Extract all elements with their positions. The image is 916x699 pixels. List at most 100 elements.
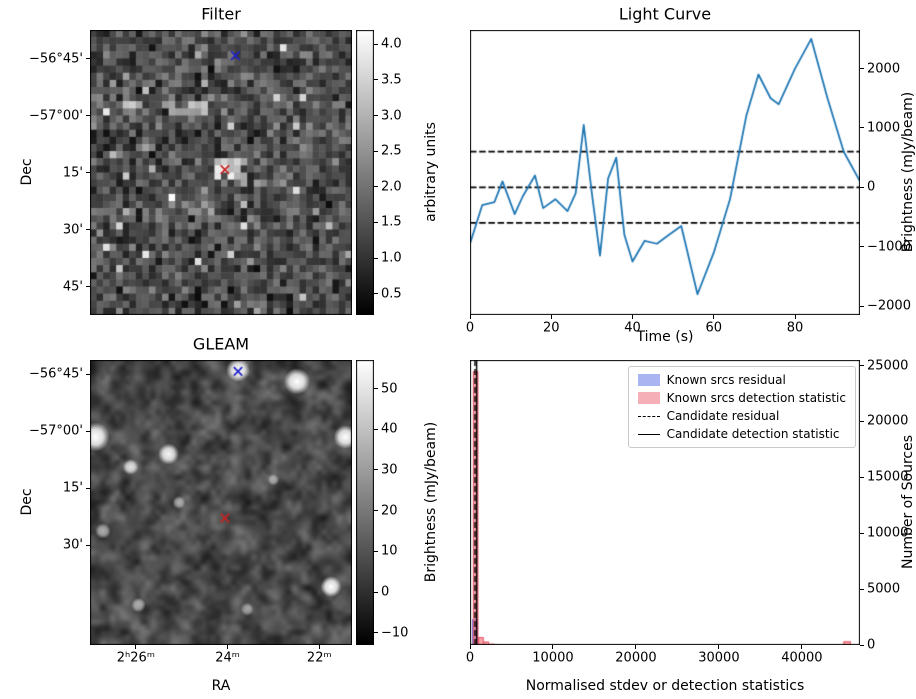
tick-label: 10000 (532, 650, 574, 666)
legend-item: Known srcs residual (637, 373, 846, 387)
tick-mark (86, 373, 90, 375)
tick-mark (374, 257, 378, 259)
gleam-heatmap (90, 360, 352, 645)
tick-mark (635, 645, 637, 649)
tick-mark (374, 293, 378, 295)
tick-mark (374, 591, 378, 593)
tick-mark (374, 150, 378, 152)
tick-label: 10000 (867, 525, 909, 541)
tick-label: 0 (465, 320, 475, 336)
tick-label: −10 (381, 625, 409, 641)
tick-mark (860, 365, 864, 367)
tick-label: 20 (381, 503, 398, 519)
tick-mark (860, 186, 864, 188)
tick-mark (86, 487, 90, 489)
tick-label: −2000 (867, 298, 911, 314)
tick-label: 20 (542, 320, 560, 336)
tick-mark (552, 645, 554, 649)
tick-mark (374, 221, 378, 223)
legend-patch-swatch (637, 374, 660, 386)
tick-mark (374, 510, 378, 512)
panel-title-gleam: GLEAM (192, 334, 250, 354)
tick-label: 4.0 (381, 36, 402, 52)
tick-mark (550, 315, 552, 319)
light-curve-xlabel: Time (s) (636, 329, 694, 345)
tick-mark (86, 172, 90, 173)
gleam-ylabel: Dec (19, 488, 35, 516)
tick-mark (860, 246, 864, 248)
tick-mark (860, 532, 864, 534)
tick-label: 3.5 (381, 72, 402, 88)
tick-label: 20000 (615, 650, 657, 666)
tick-mark (374, 43, 378, 45)
tick-mark (135, 645, 137, 649)
histogram-legend: Known srcs residual Known srcs detection … (627, 366, 856, 448)
tick-label: 1.5 (381, 214, 402, 230)
tick-label: 0.5 (381, 286, 402, 302)
tick-mark (86, 115, 90, 116)
legend-label: Candidate detection statistic (666, 427, 840, 441)
tick-mark (718, 645, 720, 649)
tick-label: 22ᵐ (306, 650, 332, 666)
legend-line-swatch (637, 415, 660, 417)
tick-mark (86, 58, 90, 59)
tick-label: 10 (381, 543, 398, 559)
tick-label: 50 (381, 381, 398, 396)
tick-mark (860, 476, 864, 478)
tick-label: 15' (62, 480, 83, 496)
tick-label: 30' (62, 537, 83, 553)
tick-label: 2.0 (381, 179, 402, 195)
tick-label: 0 (867, 179, 876, 195)
tick-mark (227, 645, 229, 649)
legend-item: Candidate detection statistic (637, 427, 846, 441)
tick-label: 2000 (867, 61, 901, 77)
tick-label: −56°45' (28, 51, 83, 66)
tick-mark (374, 115, 378, 116)
tick-label: 3.0 (381, 108, 402, 123)
tick-label: 40 (624, 320, 641, 336)
tick-label: 0 (867, 637, 876, 653)
legend-label: Known srcs detection statistic (666, 391, 846, 405)
tick-label: 0 (465, 650, 475, 666)
filter-colorbar-label: arbitrary units (423, 122, 439, 222)
tick-mark (860, 644, 864, 646)
tick-mark (801, 645, 803, 649)
tick-mark (469, 645, 471, 649)
histogram-ylabel: Number of Sources (900, 434, 916, 570)
gleam-xlabel: RA (211, 678, 231, 694)
histogram-xlabel: Normalised stdev or detection statistics (525, 678, 805, 694)
tick-mark (860, 127, 864, 129)
filter-colorbar (356, 30, 374, 315)
tick-label: 15000 (867, 469, 909, 485)
legend-patch-swatch (637, 392, 660, 404)
tick-label: 2ʰ26ᵐ (116, 650, 155, 666)
panel-title-light-curve: Light Curve (618, 4, 712, 24)
tick-label: 0 (381, 584, 390, 600)
tick-mark (374, 186, 378, 188)
tick-mark (86, 430, 90, 432)
tick-mark (860, 305, 864, 307)
light-curve-ylabel: Brightness (mJy/beam) (900, 91, 916, 253)
filter-ylabel: Dec (19, 158, 35, 186)
tick-label: −57°00' (28, 108, 83, 123)
legend-item: Candidate residual (637, 409, 846, 423)
tick-mark (713, 315, 715, 319)
tick-mark (794, 315, 796, 319)
tick-label: 60 (705, 320, 723, 336)
tick-label: 1.0 (381, 250, 402, 266)
tick-label: −56°45' (28, 366, 83, 382)
tick-label: 40000 (781, 650, 823, 666)
tick-label: 45' (62, 279, 83, 294)
tick-label: 25000 (867, 358, 909, 374)
tick-label: 2.5 (381, 143, 402, 159)
tick-label: 20000 (867, 413, 909, 429)
tick-label: 40 (381, 421, 398, 437)
tick-label: 24ᵐ (215, 650, 240, 666)
tick-mark (374, 79, 378, 81)
tick-mark (374, 428, 378, 430)
tick-label: 30000 (698, 650, 740, 666)
tick-mark (374, 632, 378, 634)
tick-mark (86, 286, 90, 287)
legend-label: Candidate residual (666, 409, 780, 423)
